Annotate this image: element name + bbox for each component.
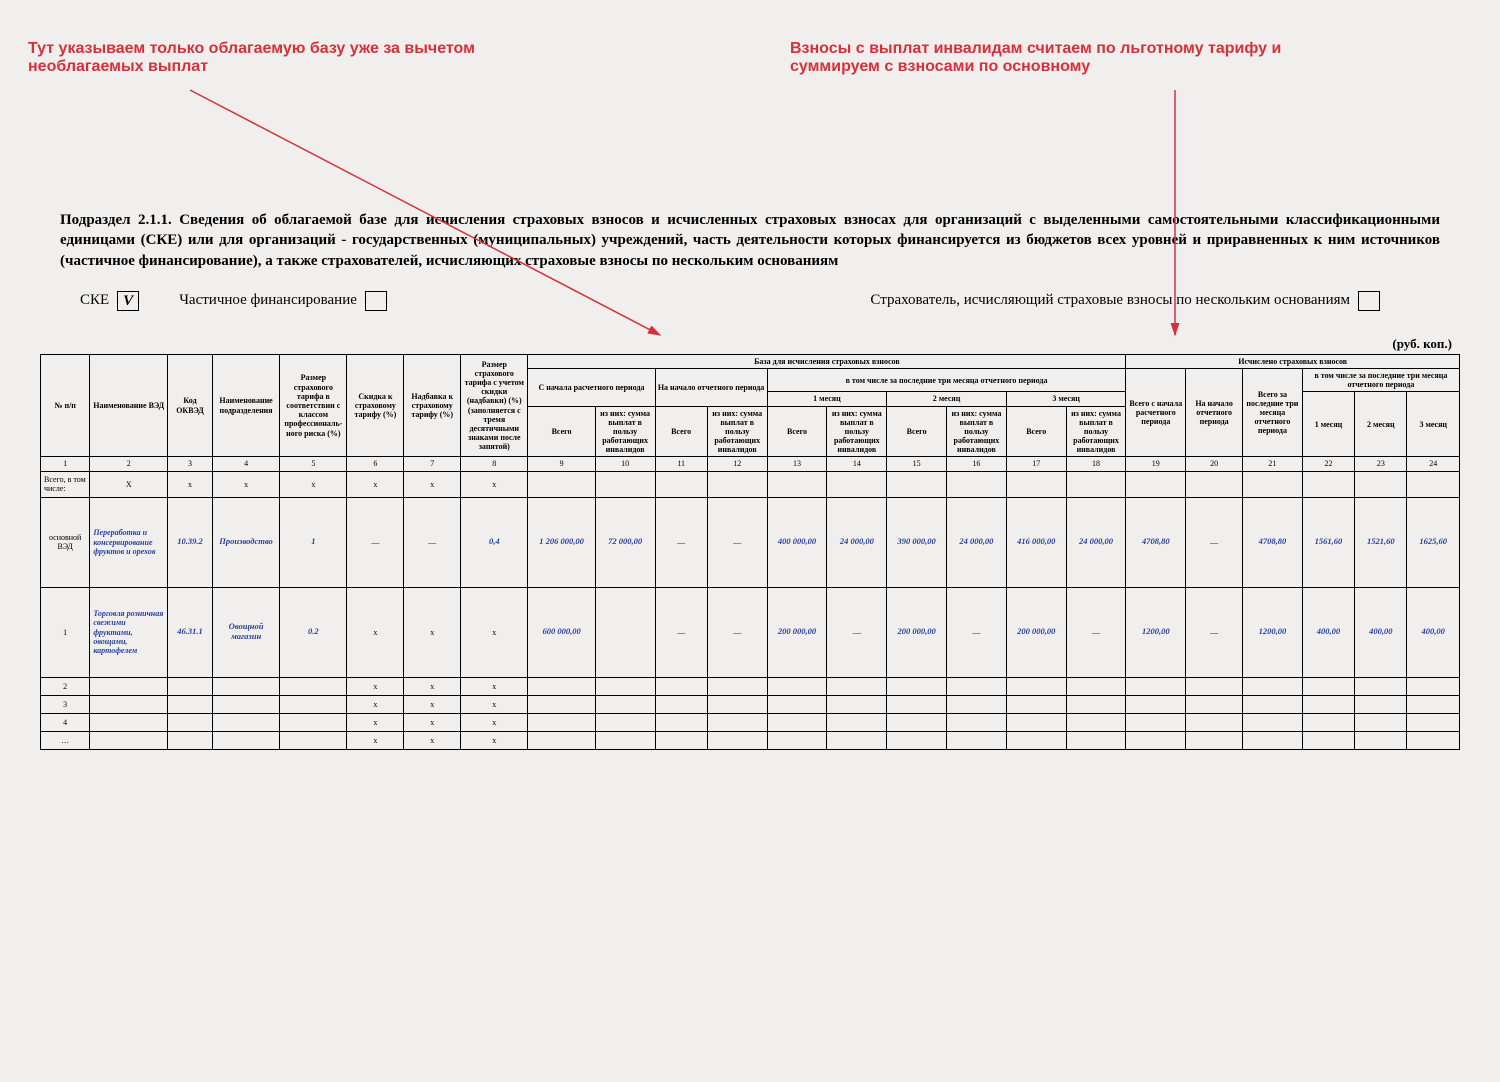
th-iz-14: из них: сумма выплат в пользу работающих… <box>827 406 887 457</box>
checkbox-row: СКЕ V Частичное финансирование Страховат… <box>80 291 1420 311</box>
th-5: Размер страхового тарифа в соответствии … <box>280 354 347 457</box>
th-vsego-3m: Всего за последние три месяца отчетного … <box>1243 368 1303 457</box>
row-total: Всего, в том числе: Xxx xxxx <box>41 471 1460 497</box>
th-7: Надбавка к страховому тарифу (%) <box>404 354 461 457</box>
row-2: 2 xxx <box>41 677 1460 695</box>
th-base-group: База для исчисления страховых взносов <box>528 354 1126 368</box>
th-2: Наименование ВЭД <box>90 354 168 457</box>
th-m2: 2 месяц <box>887 392 1007 406</box>
row-main-ved: основной ВЭД Переработка и консервирован… <box>41 497 1460 587</box>
ske-label: СКЕ <box>80 292 109 309</box>
units-label: (руб. коп.) <box>20 336 1452 352</box>
th-vsego-s-nachala: Всего с начала расчетного периода <box>1126 368 1186 457</box>
multi-checkbox[interactable] <box>1358 291 1380 311</box>
annotation-left: Тут указываем только облагаемую базу уже… <box>28 40 528 76</box>
th-3: Код ОКВЭД <box>168 354 213 457</box>
th-m1s: 1 месяц <box>1302 392 1354 457</box>
th-4: Наименование подразделения <box>212 354 279 457</box>
row-4: 4 xxx <box>41 713 1460 731</box>
th-na-nachalo2: На начало отчетного периода <box>1186 368 1243 457</box>
section-title: Подраздел 2.1.1. Сведения об облагаемой … <box>60 210 1440 271</box>
th-vsego-13: Всего <box>767 406 827 457</box>
th-m2s: 2 месяц <box>1355 392 1407 457</box>
th-vsego-9: Всего <box>528 406 595 457</box>
th-iz-18: из них: сумма выплат в пользу работающих… <box>1066 406 1126 457</box>
th-8: Размер страхового тарифа с учетом скидки… <box>461 354 528 457</box>
th-6: Скидка к страховому тарифу (%) <box>347 354 404 457</box>
row-ellipsis: … xxx <box>41 731 1460 749</box>
th-vtom3m: в том числе за последние три месяца отче… <box>767 368 1126 391</box>
th-m3s: 3 месяц <box>1407 392 1460 457</box>
th-nachalo: С начала расчетного периода <box>528 368 655 406</box>
th-iz-16: из них: сумма выплат в пользу работающих… <box>947 406 1007 457</box>
th-na-nachalo: На начало отчетного периода <box>655 368 767 406</box>
main-table: № п/п Наименование ВЭД Код ОКВЭД Наимено… <box>40 354 1460 750</box>
row-1: 1 Торговля розничная свежими фруктами, о… <box>41 587 1460 677</box>
th-iz-12: из них: сумма выплат в пользу работающих… <box>707 406 767 457</box>
th-m1: 1 месяц <box>767 392 887 406</box>
col-number-row: 1234 5678 9101112 13141516 17181920 2122… <box>41 457 1460 471</box>
th-iz-10: из них: сумма выплат в пользу работающих… <box>595 406 655 457</box>
th-calc-group: Исчислено страховых взносов <box>1126 354 1460 368</box>
multi-label: Страхователь, исчисляющий страховые взно… <box>870 292 1350 309</box>
th-1: № п/п <box>41 354 90 457</box>
th-m3: 3 месяц <box>1006 392 1126 406</box>
row-3: 3 xxx <box>41 695 1460 713</box>
th-vtom3m2: в том числе за последние три месяца отче… <box>1302 368 1459 391</box>
th-vsego-11: Всего <box>655 406 707 457</box>
ske-checkbox[interactable]: V <box>117 291 139 311</box>
partial-checkbox[interactable] <box>365 291 387 311</box>
annotation-right: Взносы с выплат инвалидам считаем по льг… <box>790 40 1290 76</box>
partial-label: Частичное финансирование <box>179 292 357 309</box>
th-vsego-17: Всего <box>1006 406 1066 457</box>
th-vsego-15: Всего <box>887 406 947 457</box>
